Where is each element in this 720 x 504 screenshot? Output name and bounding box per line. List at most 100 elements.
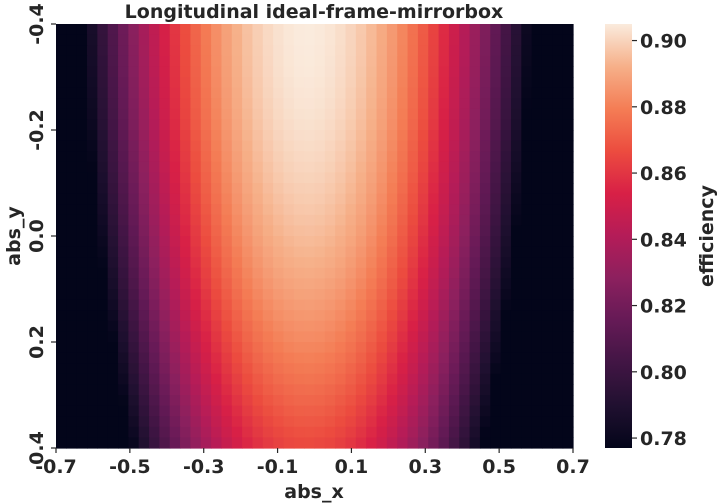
heatmap-cell (231, 130, 243, 142)
heatmap-cell (335, 426, 347, 438)
heatmap-cell (138, 161, 150, 173)
heatmap-cell (159, 140, 171, 152)
heatmap-cell (428, 426, 440, 438)
heatmap-cell (407, 66, 419, 78)
heatmap-cell (138, 204, 150, 216)
heatmap-cell (304, 278, 316, 290)
heatmap-cell (283, 267, 295, 279)
heatmap-cell (231, 193, 243, 205)
heatmap-cell (417, 373, 429, 385)
colorbar-tick-label: 0.84 (640, 229, 687, 251)
heatmap-cell (242, 204, 254, 216)
heatmap-cell (335, 236, 347, 248)
heatmap-cell (366, 140, 378, 152)
heatmap-cell (541, 289, 553, 301)
heatmap-cell (459, 373, 471, 385)
heatmap-cell (76, 278, 88, 290)
heatmap-cell (490, 352, 502, 364)
heatmap-cell (531, 384, 543, 396)
heatmap-cell (56, 363, 67, 375)
heatmap-cell (76, 395, 88, 407)
heatmap-cell (459, 289, 471, 301)
heatmap-cell (448, 299, 460, 311)
heatmap-cell (169, 310, 181, 322)
heatmap-cell (397, 342, 409, 354)
heatmap-cell (314, 108, 326, 120)
heatmap-cell (324, 183, 336, 195)
heatmap-cell (490, 98, 502, 110)
heatmap-cell (376, 246, 388, 258)
heatmap-cell (118, 395, 129, 407)
heatmap-cell (324, 161, 336, 173)
colorbar-tick-label: 0.86 (640, 163, 687, 185)
heatmap-cell (180, 416, 192, 428)
heatmap-cell (500, 310, 512, 322)
heatmap-cell (345, 34, 357, 46)
heatmap-cell (552, 98, 564, 110)
heatmap-cell (66, 416, 78, 428)
heatmap-cell (448, 395, 460, 407)
heatmap-cell (242, 87, 254, 99)
heatmap-cell (56, 98, 67, 110)
heatmap-cell (521, 289, 533, 301)
heatmap-cell (221, 384, 233, 396)
heatmap-cell (180, 395, 192, 407)
heatmap-cell (521, 140, 533, 152)
heatmap-cell (376, 373, 388, 385)
heatmap-cell (107, 416, 119, 428)
heatmap-cell (56, 437, 67, 449)
colorbar-tick-label: 0.88 (640, 97, 687, 119)
heatmap-cell (386, 395, 398, 407)
heatmap-cell (200, 204, 212, 216)
heatmap-cell (87, 34, 98, 46)
heatmap-cell (304, 77, 316, 89)
heatmap-cell (149, 426, 160, 438)
heatmap-cell (490, 119, 502, 131)
heatmap-cell (366, 278, 378, 290)
heatmap-cell (552, 55, 564, 67)
heatmap-cell (407, 426, 419, 438)
heatmap-cell (118, 342, 129, 354)
heatmap-cell (159, 183, 171, 195)
heatmap-cell (169, 161, 181, 173)
heatmap-cell (190, 204, 202, 216)
heatmap-cell (314, 246, 326, 258)
heatmap-cell (428, 193, 440, 205)
heatmap-cell (376, 34, 388, 46)
heatmap-cell (541, 246, 553, 258)
heatmap-cell (500, 130, 512, 142)
heatmap-cell (438, 214, 450, 226)
heatmap-cell (180, 193, 192, 205)
heatmap-cell (469, 130, 481, 142)
heatmap-cell (66, 119, 78, 131)
heatmap-cell (273, 299, 285, 311)
heatmap-cell (242, 161, 254, 173)
colorbar-tick-label: 0.90 (640, 31, 687, 53)
heatmap-cell (231, 246, 243, 258)
heatmap-cell (510, 405, 522, 417)
heatmap-cell (304, 426, 316, 438)
heatmap-cell (345, 225, 357, 237)
heatmap-cell (428, 172, 440, 184)
heatmap-cell (97, 437, 109, 449)
heatmap-cell (469, 405, 481, 417)
heatmap-cell (304, 236, 316, 248)
heatmap-cell (211, 151, 223, 163)
heatmap-cell (407, 342, 419, 354)
heatmap-cell (490, 130, 502, 142)
heatmap-cell (562, 98, 574, 110)
heatmap-cell (521, 236, 533, 248)
heatmap-cell (221, 395, 233, 407)
heatmap-cell (200, 140, 212, 152)
heatmap-cell (293, 45, 305, 57)
heatmap-cell (56, 172, 67, 184)
heatmap-cell (335, 45, 347, 57)
heatmap-cell (531, 151, 543, 163)
y-tick-label: 0.0 (26, 219, 48, 253)
heatmap-cell (448, 363, 460, 375)
heatmap-cell (273, 87, 285, 99)
heatmap-cell (459, 363, 471, 375)
heatmap-cell (386, 183, 398, 195)
heatmap-cell (479, 416, 491, 428)
heatmap-cell (190, 87, 202, 99)
